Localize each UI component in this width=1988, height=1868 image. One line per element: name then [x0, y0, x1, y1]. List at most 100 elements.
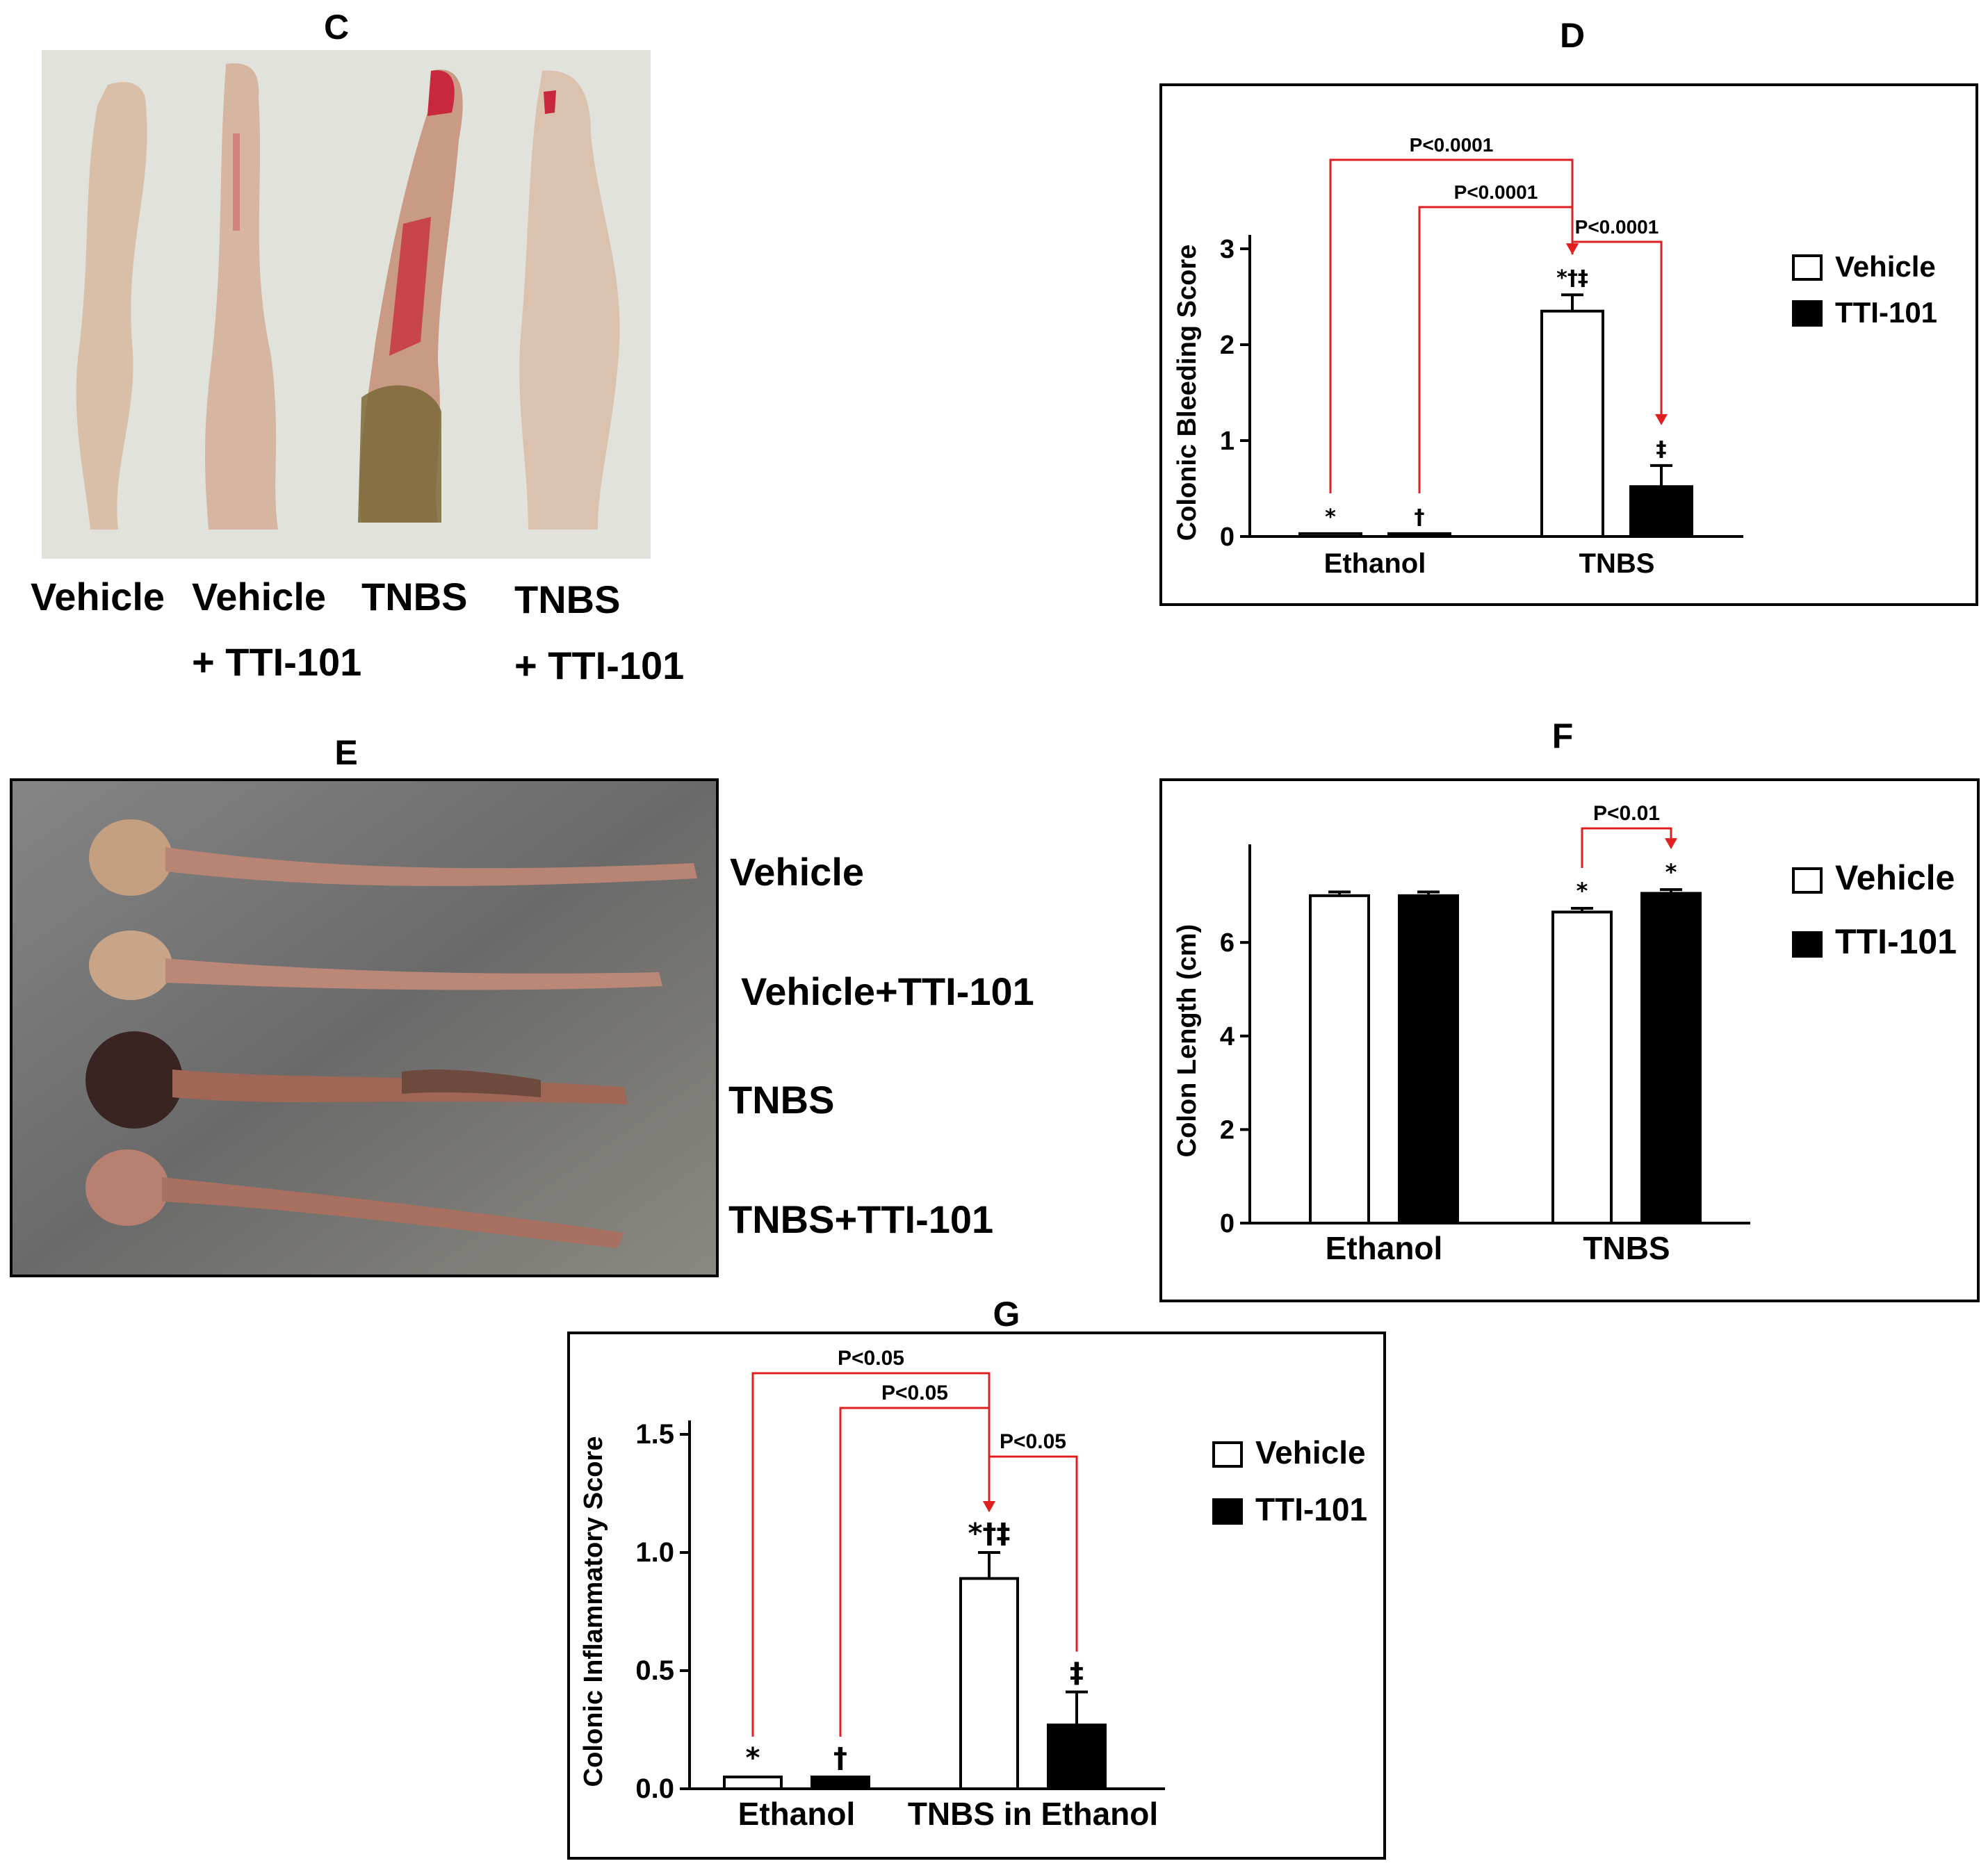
y-tick-label: 4: [1220, 1022, 1235, 1051]
photo-e-colon-4: [162, 1177, 624, 1248]
photo-c-colon-3-stool: [358, 385, 441, 523]
bar-vehicle-0: [1298, 532, 1362, 538]
x-category-label: Ethanol: [738, 1796, 856, 1832]
y-tick-label: 0.0: [635, 1773, 674, 1804]
panel-e-label-4: TNBS+TTI-101: [728, 1197, 994, 1241]
significance-marker: *: [746, 1742, 760, 1774]
y-axis-label: Colonic Inflammatory Score: [579, 1436, 608, 1787]
photo-c-colon-3-blood-top: [427, 70, 455, 116]
photo-c-colon-4: [519, 70, 620, 530]
bracket-label: P<0.0001: [1575, 216, 1659, 238]
y-tick-label: 6: [1220, 928, 1235, 958]
bar-tti-101-1: [1629, 485, 1693, 538]
panel-c-photo: [42, 50, 651, 559]
significance-marker: *†‡: [1556, 266, 1588, 290]
significance-bracket: [1571, 240, 1663, 416]
bar-tti-101-0: [1387, 532, 1451, 538]
significance-marker: †: [1415, 505, 1425, 530]
photo-c-colon-3-blood-mid: [389, 217, 431, 356]
bracket-label: P<0.05: [1000, 1430, 1066, 1453]
panel-e-label-1: Vehicle: [730, 850, 865, 894]
legend-swatch-tti-101: [1212, 1498, 1243, 1525]
bracket-label: P<0.0001: [1454, 181, 1538, 203]
significance-marker: *: [1325, 505, 1336, 530]
photo-e-cecum-1: [89, 819, 172, 896]
photo-e-colon-1: [165, 847, 697, 886]
legend-label: Vehicle: [1255, 1434, 1366, 1470]
photo-e-colon-3: [172, 1070, 628, 1104]
panel-c-label-3: TNBS: [361, 575, 468, 618]
photo-c-colon-1: [76, 81, 147, 530]
panel-e-label-3: TNBS: [728, 1078, 835, 1122]
x-category-label: Ethanol: [1324, 548, 1426, 579]
bar-tti-101-1: [1640, 892, 1702, 1224]
panel-c-label-4b: + TTI-101: [514, 644, 685, 687]
y-tick-label: 1.0: [635, 1537, 674, 1568]
y-tick-label: 1.5: [635, 1419, 674, 1450]
bracket-arrowhead: [1655, 413, 1668, 425]
significance-marker: *: [1665, 859, 1677, 885]
bar-vehicle-1: [1551, 910, 1613, 1224]
significance-bracket: [1581, 827, 1672, 869]
photo-e-cecum-3: [85, 1031, 183, 1129]
legend-swatch-vehicle: [1212, 1441, 1243, 1468]
photo-e-colon-3-dark: [402, 1070, 541, 1097]
panel-c-label-1: Vehicle: [31, 575, 165, 618]
bar-vehicle-0: [723, 1776, 783, 1790]
significance-marker: †: [833, 1742, 847, 1774]
y-axis-label: Colonic Bleeding Score: [1173, 245, 1202, 541]
x-category-label: TNBS: [1583, 1230, 1670, 1266]
significance-bracket: [839, 1407, 991, 1737]
legend-label: TTI-101: [1835, 296, 1937, 329]
bracket-label: P<0.05: [881, 1382, 948, 1404]
photo-e-cecum-4: [85, 1149, 169, 1226]
significance-marker: ‡: [1656, 437, 1667, 461]
panel-c-label-4: TNBS: [514, 577, 621, 621]
bar-vehicle-1: [959, 1577, 1019, 1790]
panel-e-photo: [10, 778, 719, 1277]
significance-bracket: [1329, 158, 1574, 493]
bracket-label: P<0.01: [1593, 802, 1660, 825]
x-category-label: Ethanol: [1326, 1230, 1443, 1266]
y-tick-label: 0.5: [635, 1655, 674, 1686]
panel-d-letter: D: [1559, 16, 1586, 55]
panel-f-letter: F: [1551, 716, 1574, 755]
y-tick-label: 2: [1220, 331, 1235, 360]
significance-marker: *†‡: [968, 1518, 1011, 1550]
photo-e-colon-2: [165, 958, 662, 990]
legend-swatch-tti-101: [1792, 931, 1823, 958]
legend-label: TTI-101: [1255, 1491, 1367, 1527]
bracket-arrowhead: [983, 1501, 995, 1512]
bracket-arrowhead: [1665, 838, 1677, 850]
legend-swatch-tti-101: [1792, 300, 1823, 327]
panel-d-chart: 0 1 2 3 Colonic Bleeding Score Ethanol TNBS * *†…: [1173, 134, 1937, 579]
bracket-label: P<0.0001: [1410, 134, 1494, 156]
x-category-label: TNBS: [1579, 548, 1655, 579]
photo-c-colon-2: [205, 63, 278, 530]
y-tick-label: 0: [1220, 523, 1235, 552]
legend-label: TTI-101: [1835, 922, 1957, 961]
y-tick-label: 1: [1220, 427, 1235, 456]
legend-swatch-vehicle: [1792, 254, 1823, 281]
significance-bracket: [1418, 206, 1574, 493]
panel-c-label-2b: + TTI-101: [192, 640, 362, 684]
photo-c-colon-2-blood: [233, 133, 240, 231]
significance-bracket: [988, 1455, 1078, 1652]
legend-label: Vehicle: [1835, 858, 1955, 897]
x-category-label: TNBS in Ethanol: [908, 1796, 1158, 1832]
panel-e-photo-svg: [13, 781, 716, 1275]
y-tick-label: 3: [1220, 235, 1235, 264]
y-tick-label: 0: [1220, 1209, 1235, 1238]
significance-marker: *: [1576, 878, 1588, 904]
significance-marker: ‡: [1070, 1657, 1084, 1689]
significance-bracket: [751, 1372, 991, 1737]
y-axis-label: Colon Length (cm): [1173, 924, 1202, 1158]
bar-vehicle-1: [1540, 309, 1604, 538]
panel-g-letter: G: [993, 1295, 1020, 1334]
bar-tti-101-0: [1398, 894, 1459, 1224]
bar-vehicle-0: [1309, 894, 1370, 1224]
legend-swatch-vehicle: [1792, 867, 1823, 894]
photo-c-colon-4-blood: [544, 90, 556, 114]
bracket-label: P<0.05: [838, 1347, 904, 1370]
bar-tti-101-1: [1047, 1723, 1107, 1791]
